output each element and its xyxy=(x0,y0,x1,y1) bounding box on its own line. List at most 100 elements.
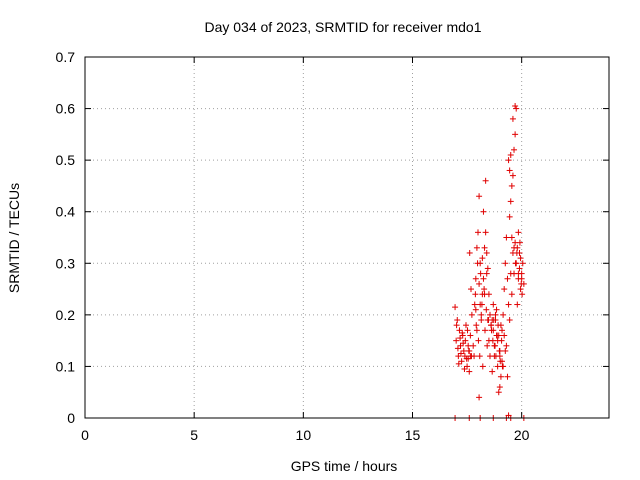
data-point xyxy=(511,146,518,153)
data-point xyxy=(460,347,467,354)
y-tick-label: 0.2 xyxy=(56,307,76,323)
data-point xyxy=(490,317,497,324)
data-point xyxy=(519,260,526,267)
data-point xyxy=(479,363,486,370)
data-point xyxy=(508,182,515,189)
data-point xyxy=(455,360,462,367)
data-point xyxy=(492,342,499,349)
data-point xyxy=(503,234,510,241)
data-point xyxy=(493,306,500,313)
data-point xyxy=(512,131,519,138)
data-point xyxy=(483,270,490,277)
data-point xyxy=(457,335,464,342)
data-point xyxy=(471,301,478,308)
x-tick-label: 15 xyxy=(405,427,421,443)
data-point xyxy=(496,384,503,391)
y-tick-label: 0.4 xyxy=(56,204,76,220)
data-point xyxy=(504,275,511,282)
data-point xyxy=(466,249,473,256)
y-tick-label: 0 xyxy=(67,410,75,426)
data-point xyxy=(473,322,480,329)
data-point xyxy=(467,332,474,339)
data-point xyxy=(506,213,513,220)
data-point xyxy=(478,317,485,324)
axis-ticks xyxy=(84,56,609,419)
data-point xyxy=(473,327,480,334)
data-point xyxy=(495,322,502,329)
data-points xyxy=(452,102,527,421)
data-point xyxy=(515,270,522,277)
data-point xyxy=(504,373,511,380)
data-point xyxy=(482,177,489,184)
data-point xyxy=(461,366,468,373)
y-tick-label: 0.6 xyxy=(56,101,76,117)
data-point xyxy=(466,347,473,354)
data-point xyxy=(506,317,513,324)
data-point xyxy=(479,255,486,262)
x-tick-label: 0 xyxy=(81,427,89,443)
data-point xyxy=(475,229,481,236)
data-point xyxy=(501,332,508,339)
data-point xyxy=(517,286,524,293)
data-point xyxy=(513,105,520,112)
data-point xyxy=(464,327,471,334)
data-point xyxy=(513,249,520,256)
data-point xyxy=(477,270,484,277)
data-point xyxy=(470,342,477,349)
x-tick-label: 5 xyxy=(190,427,198,443)
data-point xyxy=(515,229,522,236)
data-point xyxy=(478,311,485,318)
data-point xyxy=(519,291,526,298)
data-point xyxy=(472,291,479,298)
data-point xyxy=(509,115,516,122)
data-point xyxy=(508,291,515,298)
data-point xyxy=(507,151,514,158)
data-point xyxy=(492,353,499,360)
data-point xyxy=(462,337,469,344)
data-point xyxy=(518,275,525,282)
data-point xyxy=(507,198,514,205)
data-point xyxy=(499,363,506,370)
data-point xyxy=(468,311,475,318)
data-point xyxy=(498,337,505,344)
data-point xyxy=(472,275,479,282)
data-point xyxy=(502,347,509,354)
data-point xyxy=(466,368,473,375)
data-point xyxy=(457,350,464,357)
data-point xyxy=(501,286,508,293)
data-point xyxy=(483,306,490,313)
data-point xyxy=(472,306,479,313)
data-point xyxy=(475,337,482,344)
data-point xyxy=(457,342,464,349)
data-point xyxy=(496,347,503,354)
data-point xyxy=(480,208,487,215)
y-tick-label: 0.3 xyxy=(56,255,76,271)
data-point xyxy=(453,322,460,329)
data-point xyxy=(473,244,480,251)
data-point xyxy=(489,337,496,344)
plot-area-frame xyxy=(84,56,610,419)
data-point xyxy=(492,311,499,318)
data-point xyxy=(500,311,507,318)
data-point xyxy=(488,322,495,329)
y-tick-label: 0.5 xyxy=(56,152,76,168)
data-point xyxy=(462,322,469,329)
data-point xyxy=(499,327,506,334)
data-point xyxy=(483,249,490,256)
data-point xyxy=(509,172,516,179)
data-point xyxy=(502,260,509,267)
data-point xyxy=(512,102,519,109)
chart-title: Day 034 of 2023, SRMTID for receiver mdo… xyxy=(204,19,481,35)
data-point xyxy=(481,327,488,334)
data-point xyxy=(455,353,462,360)
data-point xyxy=(459,329,466,336)
data-point xyxy=(505,157,512,164)
data-point xyxy=(464,363,471,370)
data-point xyxy=(497,373,504,380)
y-axis-label: SRMTID / TECUs xyxy=(6,183,22,293)
data-point xyxy=(477,260,484,267)
data-point xyxy=(485,291,492,298)
x-axis-label: GPS time / hours xyxy=(291,458,398,474)
data-point xyxy=(517,255,524,262)
